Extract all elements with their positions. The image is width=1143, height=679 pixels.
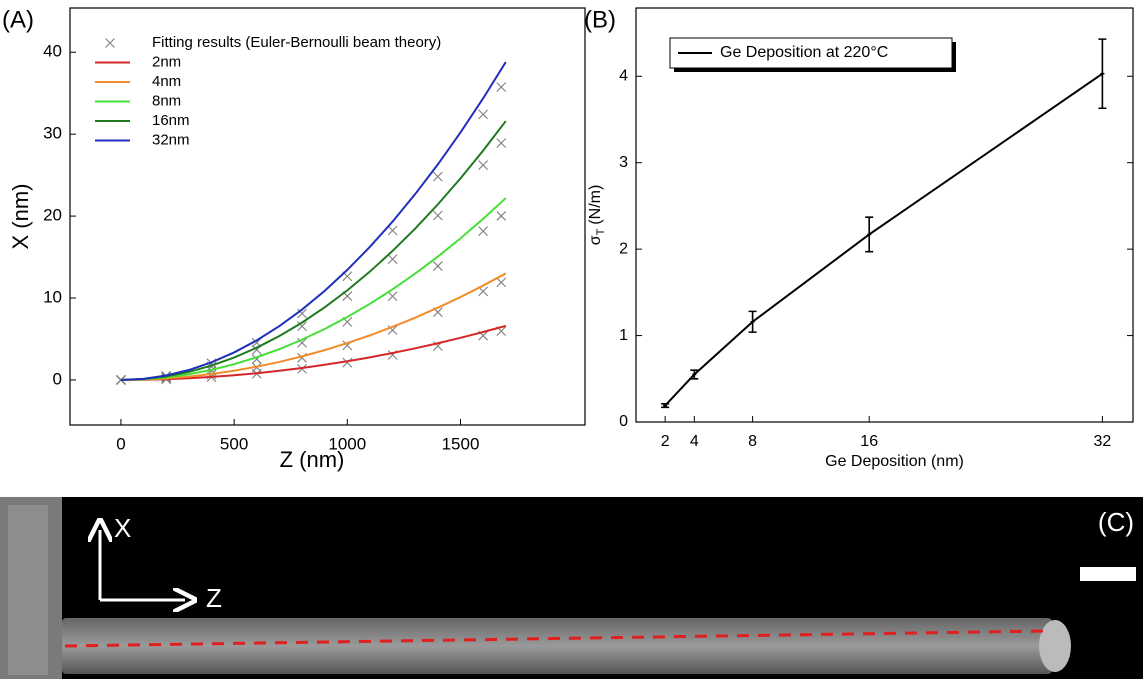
fit-marker — [387, 291, 398, 302]
y-tick-label: 3 — [619, 154, 628, 171]
y-tick-label: 30 — [43, 124, 62, 143]
fit-marker — [116, 375, 126, 385]
fit-marker — [496, 211, 507, 221]
error-bar — [690, 369, 699, 380]
fit-marker — [105, 38, 115, 48]
y-axis-label-part: T — [595, 228, 607, 235]
series-line — [120, 120, 507, 381]
error-bar — [1098, 38, 1107, 110]
panel-label: (A) — [2, 6, 34, 33]
y-tick-label: 4 — [619, 67, 628, 84]
fit-marker — [478, 226, 489, 237]
x-tick-label: 0 — [116, 434, 125, 453]
fit-marker — [297, 337, 307, 348]
legend-label: Fitting results (Euler-Bernoulli beam th… — [152, 34, 441, 51]
y-axis-label-part: σ — [587, 235, 604, 245]
error-bar — [661, 403, 670, 409]
fit-marker — [496, 138, 507, 148]
legend-label: Ge Deposition at 220°C — [720, 44, 888, 61]
plot-frame — [635, 7, 1134, 423]
fit-marker — [478, 286, 489, 297]
sem-image: X Z (C) — [0, 497, 1143, 679]
y-axis-label: X (nm) — [8, 184, 33, 250]
y-axis-label: σT (N/m) — [587, 185, 607, 246]
panel-label: (B) — [584, 6, 616, 33]
series-line — [120, 61, 507, 381]
series-line — [120, 324, 507, 381]
x-axis-label: Ge Deposition (nm) — [825, 453, 964, 470]
fit-marker — [387, 225, 398, 236]
legend-label: 32nm — [152, 131, 190, 148]
legend-box — [669, 37, 953, 69]
x-tick-label: 8 — [748, 433, 757, 450]
x-tick-label: 1000 — [328, 434, 366, 453]
fit-marker — [297, 308, 307, 319]
error-bar — [865, 216, 874, 253]
y-axis-label-part: (N/m) — [587, 185, 604, 225]
series-line — [664, 72, 1103, 407]
fit-marker — [387, 254, 398, 264]
axis-label: Z — [206, 583, 222, 613]
x-axis-label: Z (nm) — [280, 447, 345, 472]
y-tick-label: 1 — [619, 327, 628, 344]
y-tick-label: 2 — [619, 240, 628, 257]
fit-marker — [432, 210, 443, 221]
fit-marker — [478, 160, 489, 171]
x-tick-label: 4 — [690, 433, 699, 450]
legend-label: 16nm — [152, 112, 190, 129]
fit-marker — [342, 357, 353, 368]
y-tick-label: 0 — [53, 369, 62, 388]
error-bar — [748, 310, 757, 333]
panel-label: (C) — [1098, 507, 1134, 537]
series-line — [120, 272, 507, 381]
plot-frame — [69, 7, 586, 426]
x-tick-label: 16 — [860, 433, 878, 450]
fit-marker — [478, 109, 489, 120]
legend-label: 2nm — [152, 53, 181, 70]
axis-label: X — [114, 513, 131, 543]
y-tick-label: 40 — [43, 42, 62, 61]
x-tick-label: 2 — [661, 433, 670, 450]
y-tick-label: 0 — [619, 413, 628, 430]
fit-marker — [432, 261, 443, 271]
fit-marker — [496, 82, 507, 93]
x-tick-label: 1500 — [442, 434, 480, 453]
legend-label: 4nm — [152, 73, 181, 90]
x-tick-label: 32 — [1093, 433, 1111, 450]
y-tick-label: 10 — [43, 288, 62, 307]
series-line — [120, 197, 507, 381]
fit-marker — [496, 277, 507, 288]
legend-label: 8nm — [152, 92, 181, 109]
x-tick-label: 500 — [220, 434, 248, 453]
y-tick-label: 20 — [43, 206, 62, 225]
fit-marker — [432, 171, 443, 182]
